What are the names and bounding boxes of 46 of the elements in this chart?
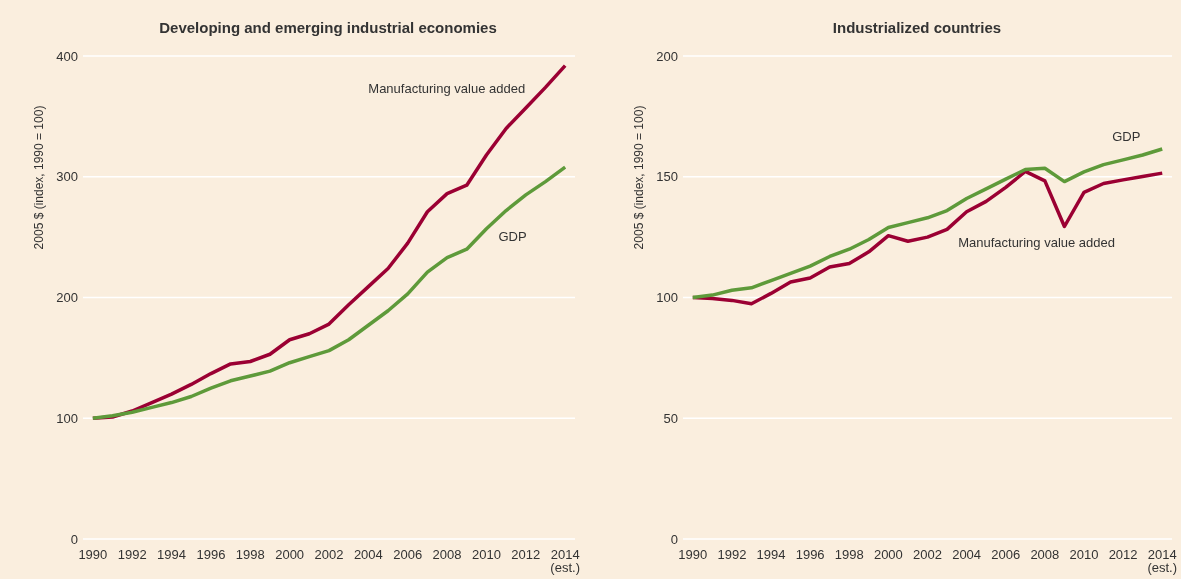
x-tick-label: 2006	[991, 547, 1021, 562]
y-tick-label: 150	[656, 169, 678, 185]
x-tick-label: 2002	[314, 547, 344, 562]
x-tick-label: 1990	[678, 547, 708, 562]
x-tick-label: 1998	[235, 547, 265, 562]
x-tick-label: 2004	[952, 547, 982, 562]
x-tick-label: 1994	[756, 547, 786, 562]
y-tick-label: 200	[656, 48, 678, 64]
y-tick-label: 300	[56, 169, 78, 185]
line-series	[691, 147, 1164, 300]
series-label: GDP	[498, 228, 527, 244]
x-tick-label: 2014 (est.)	[1147, 547, 1178, 575]
series-label: GDP	[1112, 128, 1141, 144]
x-tick-label: 2012	[1108, 547, 1138, 562]
y-tick-label: 400	[56, 48, 78, 64]
series-label: Manufacturing value added	[958, 235, 1116, 251]
y-axis-title: 2005 $ (index, 1990 = 100)	[632, 105, 646, 250]
line-series	[91, 165, 567, 420]
x-tick-label: 1994	[157, 547, 187, 562]
x-tick-label: 1992	[717, 547, 747, 562]
x-tick-label: 1992	[117, 547, 147, 562]
x-tick-label: 2000	[275, 547, 305, 562]
chart-title: Developing and emerging industrial economies	[159, 19, 497, 36]
x-tick-label: 2000	[873, 547, 903, 562]
x-tick-label: 1996	[795, 547, 825, 562]
x-tick-label: 2012	[511, 547, 541, 562]
y-axis-title: 2005 $ (index, 1990 = 100)	[32, 105, 46, 250]
y-tick-label: 0	[670, 531, 678, 547]
y-tick-label: 50	[663, 410, 678, 426]
x-tick-label: 1998	[834, 547, 864, 562]
x-tick-label: 2008	[1030, 547, 1060, 562]
chart-title: Industrialized countries	[832, 19, 1002, 36]
x-tick-label: 1996	[196, 547, 226, 562]
x-tick-label: 2010	[1069, 547, 1099, 562]
x-tick-label: 2004	[353, 547, 383, 562]
series-label: Manufacturing value added	[368, 80, 526, 96]
x-tick-label: 1990	[78, 547, 108, 562]
x-tick-label: 2006	[393, 547, 423, 562]
x-tick-label: 2008	[432, 547, 462, 562]
x-tick-label: 2010	[471, 547, 501, 562]
x-tick-label: 2002	[913, 547, 942, 562]
x-tick-label: 2014 (est.)	[550, 547, 580, 575]
y-tick-label: 0	[70, 531, 78, 547]
y-tick-label: 100	[56, 410, 78, 426]
y-tick-label: 200	[56, 290, 78, 306]
y-tick-label: 100	[656, 290, 678, 306]
